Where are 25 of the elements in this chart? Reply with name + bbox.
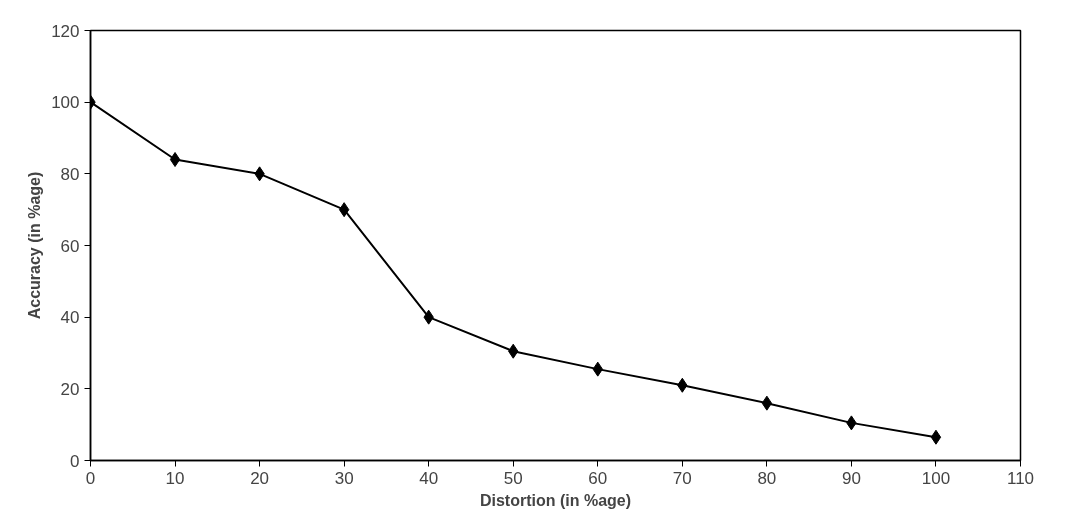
x-tick-label: 100 — [921, 468, 951, 488]
x-tick-label: 60 — [588, 468, 608, 488]
y-tick-label: 40 — [60, 308, 80, 328]
x-tick-label: 20 — [250, 468, 270, 488]
point — [338, 202, 350, 218]
y-tick-label: 80 — [60, 164, 80, 184]
x-tick-label: 80 — [757, 468, 777, 488]
x-axis-title: Distortion (in %age) — [479, 491, 632, 509]
x-tick-label: 70 — [672, 468, 692, 488]
y-tick-label: 100 — [51, 93, 80, 113]
point — [930, 429, 942, 445]
x-tick-label: 10 — [165, 468, 185, 488]
x-tick-label: 110 — [1006, 468, 1035, 488]
y-tick-label: 0 — [70, 451, 80, 471]
x-tick-label: 30 — [334, 468, 354, 488]
x-tick-label: 50 — [503, 468, 523, 488]
x-tick-label: 40 — [419, 468, 439, 488]
x-tick-label: 90 — [841, 468, 861, 488]
y-axis-title: Accuracy (in %age) — [26, 171, 44, 320]
y-tick-label: 120 — [51, 21, 80, 41]
y-tick-label: 20 — [60, 379, 80, 399]
point — [761, 395, 773, 411]
y-tick-label: 60 — [60, 236, 80, 256]
point — [169, 152, 181, 167]
x-tick-label: 0 — [85, 468, 96, 488]
